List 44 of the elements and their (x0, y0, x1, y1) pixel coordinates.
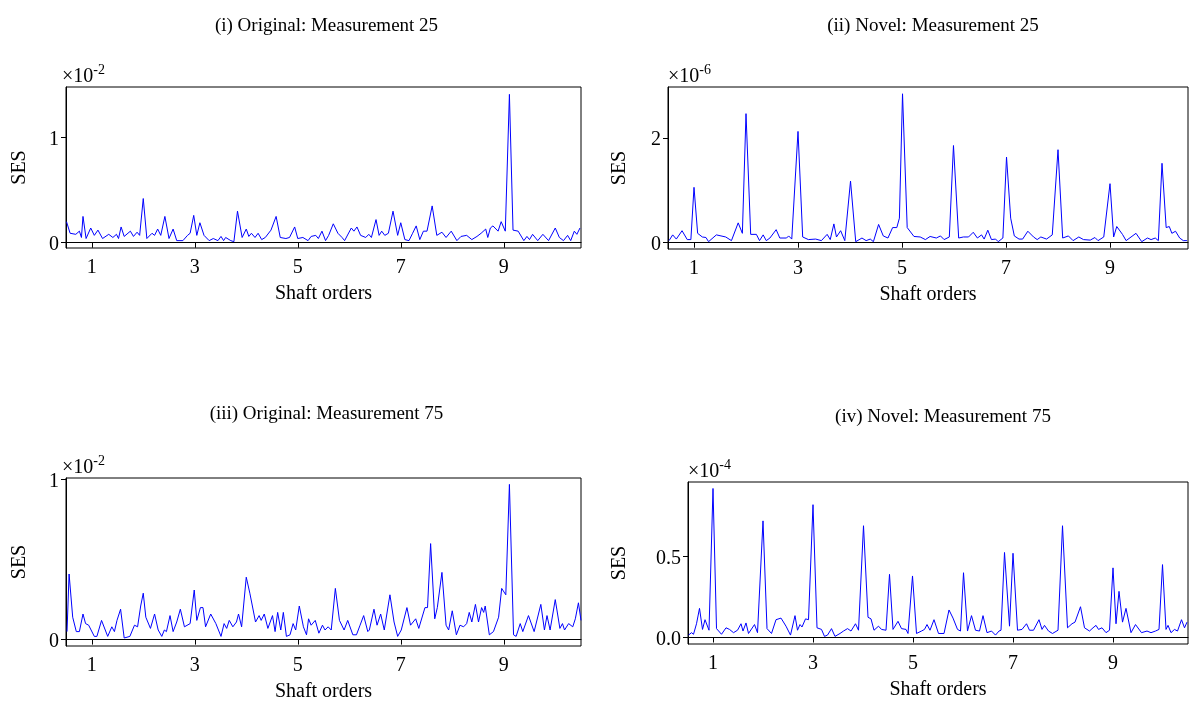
x-axis-title: Shaft orders (274, 679, 373, 701)
y-tick-label: 0 (651, 231, 661, 254)
y-tick-label: 0 (49, 231, 59, 254)
x-tick-label: 5 (908, 651, 918, 673)
x-tick-label: 7 (1001, 256, 1011, 278)
x-tick-label: 7 (395, 653, 406, 675)
x-tick-label: 7 (1008, 651, 1018, 673)
x-tick-label: 5 (292, 653, 303, 675)
chart-title: (iii) Original: Measurement 75 (209, 402, 444, 424)
x-axis-title: Shaft orders (274, 281, 373, 303)
text: ×10$^{-6}$ (668, 62, 711, 86)
x-tick-label: 1 (86, 653, 97, 675)
y-axis-title: SES (607, 545, 629, 581)
y-tick-label: 2 (651, 127, 661, 150)
y-axis-title: SES (607, 150, 629, 186)
x-axis-title: Shaft orders (889, 677, 987, 699)
y-tick-label: 1 (49, 468, 59, 491)
y-tick-label: 1 (49, 126, 59, 149)
x-tick-label: 5 (897, 256, 907, 278)
chart-title: (iv) Novel: Measurement 75 (835, 405, 1051, 427)
x-tick-label: 9 (498, 653, 509, 675)
x-tick-label: 9 (1108, 651, 1118, 673)
x-tick-label: 3 (189, 255, 200, 277)
y-tick-label: 0.0 (656, 626, 681, 649)
x-tick-label: 3 (189, 653, 200, 675)
x-tick-label: 5 (292, 255, 303, 277)
x-tick-label: 1 (86, 255, 97, 277)
x-tick-label: 7 (395, 255, 406, 277)
x-axis-title: Shaft orders (879, 282, 977, 304)
text: ×10$^{-2}$ (62, 453, 105, 477)
x-tick-label: 1 (689, 256, 699, 278)
y-axis-title: SES (7, 544, 29, 580)
x-tick-label: 9 (1105, 256, 1115, 278)
x-tick-label: 1 (708, 651, 718, 673)
y-axis-title: SES (7, 150, 29, 185)
chart-title: (i) Original: Measurement 25 (214, 14, 439, 36)
x-tick-label: 3 (793, 256, 803, 278)
y-tick-label: 0.5 (656, 545, 681, 568)
chart-title: (ii) Novel: Measurement 25 (827, 14, 1039, 36)
text: ×10$^{-2}$ (62, 62, 105, 86)
x-tick-label: 3 (808, 651, 818, 673)
text: ×10$^{-4}$ (688, 457, 731, 481)
x-tick-label: 9 (498, 255, 509, 277)
y-tick-label: 0 (49, 628, 59, 651)
